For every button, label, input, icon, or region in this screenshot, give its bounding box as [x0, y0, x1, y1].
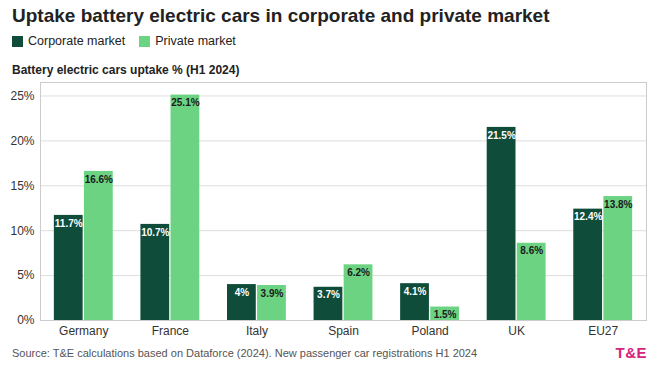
html-text:Corporate market: Corporate market [28, 34, 126, 48]
svg-text:4%: 4% [235, 287, 250, 298]
svg-text:10.7%: 10.7% [141, 227, 169, 238]
svg-text:0%: 0% [17, 313, 35, 327]
svg-text:15%: 15% [10, 179, 34, 193]
svg-text:10%: 10% [10, 224, 34, 238]
svg-text:20%: 20% [10, 134, 34, 148]
svg-text:16.6%: 16.6% [85, 174, 113, 185]
svg-text:Poland: Poland [411, 324, 448, 338]
svg-text:EU27: EU27 [588, 324, 618, 338]
svg-text:UK: UK [508, 324, 525, 338]
svg-text:France: France [152, 324, 190, 338]
svg-text:8.6%: 8.6% [520, 245, 543, 256]
html-text:Private market: Private market [155, 34, 236, 48]
html-text:Uptake battery electric cars i: Uptake battery electric cars in corporat… [12, 5, 550, 26]
svg-text:Spain: Spain [328, 324, 359, 338]
svg-text:Italy: Italy [246, 324, 268, 338]
svg-text:6.2%: 6.2% [347, 267, 370, 278]
html-text:Battery electric cars uptake %: Battery electric cars uptake % (H1 2024) [12, 63, 240, 77]
svg-text:4.1%: 4.1% [404, 286, 427, 297]
svg-text:13.8%: 13.8% [604, 199, 632, 210]
svg-text:3.7%: 3.7% [317, 289, 340, 300]
svg-text:3.9%: 3.9% [261, 288, 284, 299]
svg-text:21.5%: 21.5% [487, 130, 515, 141]
svg-text:1.5%: 1.5% [434, 309, 457, 320]
svg-text:12.4%: 12.4% [574, 211, 602, 222]
svg-text:25%: 25% [10, 89, 34, 103]
svg-text:5%: 5% [17, 268, 35, 282]
html-text:Source: T&E calculations based: Source: T&E calculations based on Datafo… [12, 347, 478, 359]
svg-text:25.1%: 25.1% [171, 97, 199, 108]
html-text:T&E: T&E [615, 344, 647, 361]
svg-text:Germany: Germany [59, 324, 108, 338]
svg-text:11.7%: 11.7% [55, 218, 83, 229]
